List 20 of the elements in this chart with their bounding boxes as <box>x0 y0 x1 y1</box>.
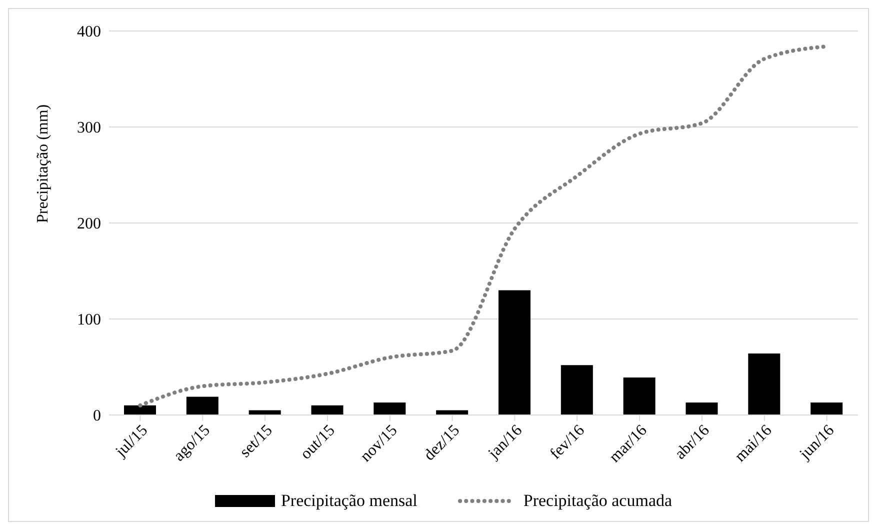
y-tick-label: 400 <box>77 24 101 41</box>
legend-label: Precipitação mensal <box>280 491 418 511</box>
y-tick-label: 100 <box>77 312 101 329</box>
bar <box>186 396 218 415</box>
bar <box>623 378 656 415</box>
bar <box>686 402 718 415</box>
bar <box>436 410 468 415</box>
bar <box>374 402 406 415</box>
bar <box>248 410 281 415</box>
y-axis-title: Precipitação (mm) <box>34 104 52 223</box>
bar <box>748 354 780 415</box>
bar <box>498 290 530 415</box>
legend-label: Precipitação acumada <box>523 491 672 511</box>
bar <box>560 365 593 415</box>
y-tick-label: 0 <box>93 408 101 425</box>
bar <box>810 402 843 415</box>
bar <box>124 405 156 415</box>
y-tick-label: 200 <box>77 216 101 233</box>
bar <box>311 405 344 415</box>
y-tick-label: 300 <box>77 120 101 137</box>
